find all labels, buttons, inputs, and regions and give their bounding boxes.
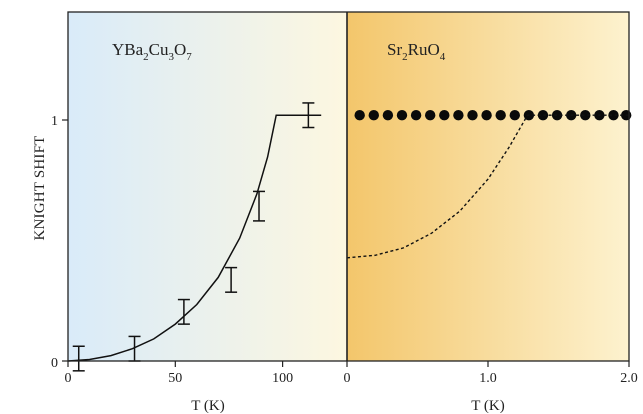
x-tick-label-0-0: 0 — [65, 371, 72, 386]
right-x-axis-label: T (K) — [471, 398, 504, 414]
x-tick-label-1-2: 2.0 — [620, 371, 638, 386]
right-panel-background — [347, 12, 629, 361]
data-point — [424, 110, 436, 121]
x-tick-label-1-0: 0 — [344, 371, 351, 386]
left-x-axis-label: T (K) — [191, 398, 224, 414]
error-bar-point — [177, 298, 190, 325]
data-point — [580, 110, 591, 121]
left-plot-area — [67, 102, 322, 372]
data-point — [608, 110, 619, 121]
data-point — [354, 110, 365, 121]
x-tick-label-0-2: 100 — [272, 371, 293, 386]
data-point — [495, 110, 506, 121]
data-point — [537, 110, 549, 121]
fit-curve-0 — [67, 114, 322, 362]
data-point — [467, 110, 478, 121]
y-tick-label-1: 1 — [51, 114, 58, 129]
data-point — [382, 110, 394, 121]
error-bar-point — [72, 345, 85, 372]
error-bar-point — [225, 266, 238, 293]
right-plot-area — [346, 110, 632, 259]
data-point — [368, 110, 379, 121]
error-bar-point — [253, 190, 266, 222]
left-panel-title: YBa2Cu3O7 — [112, 40, 192, 63]
data-point — [439, 110, 450, 121]
x-ticks: 0 50 100 0 1.0 2.0 — [65, 361, 638, 386]
x-tick-label-1-1: 1.0 — [479, 371, 497, 386]
plot-frame — [67, 11, 630, 362]
data-point — [481, 110, 492, 121]
right-panel-title: Sr2RuO4 — [387, 40, 446, 63]
y-axis-label: KNIGHT SHIFT — [32, 135, 48, 240]
x-tick-label-0-1: 50 — [168, 371, 182, 386]
data-point — [453, 110, 464, 121]
data-point — [396, 110, 408, 121]
left-panel-background — [68, 12, 347, 361]
data-point — [410, 110, 422, 121]
data-point — [509, 110, 520, 121]
y-tick-label-0: 0 — [51, 356, 58, 371]
